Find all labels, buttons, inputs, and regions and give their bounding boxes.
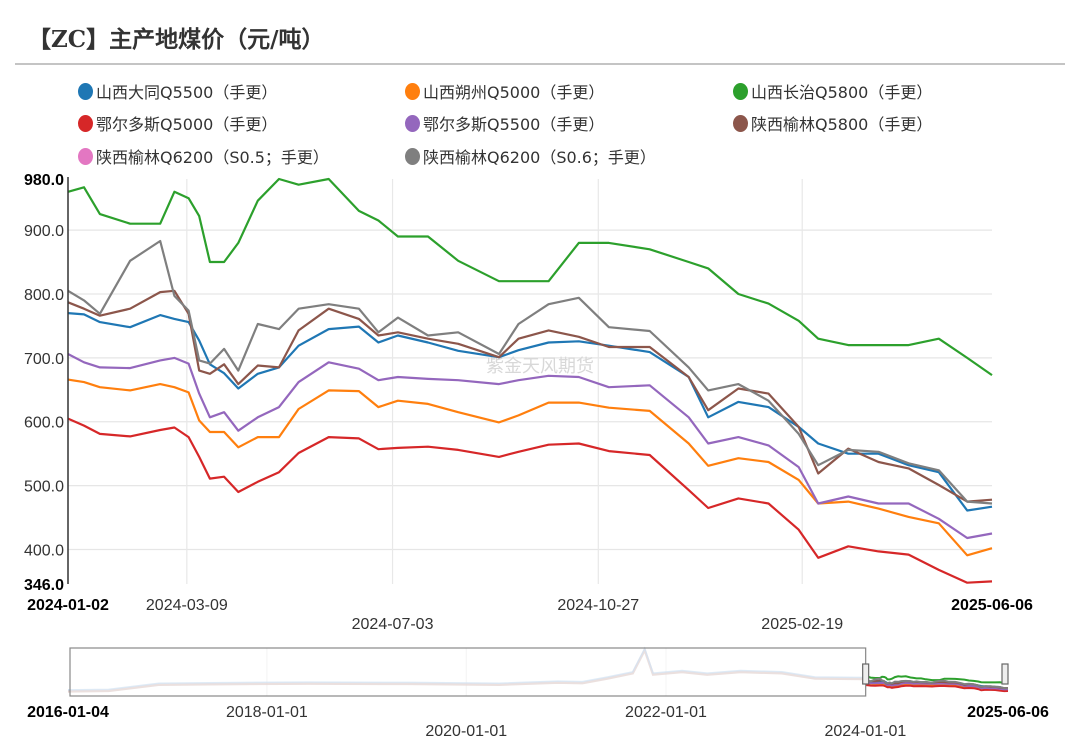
navigator-line xyxy=(67,646,866,691)
navigator-series-line xyxy=(865,675,1009,685)
navigator-handle[interactable] xyxy=(1001,663,1009,685)
legend-item[interactable]: 山西朔州Q5000（手更） xyxy=(405,79,604,103)
y-tick-label: 800.0 xyxy=(24,287,64,304)
legend-item[interactable]: 山西大同Q5500（手更） xyxy=(78,79,277,103)
legend-item[interactable]: 陕西榆林Q6200（S0.6；手更） xyxy=(405,144,656,168)
x-tick-label: 2024-01-02 xyxy=(27,597,109,614)
legend-marker-icon xyxy=(733,82,748,100)
legend-label: 山西朔州Q5000（手更） xyxy=(423,83,605,102)
navigator-handle[interactable] xyxy=(862,663,870,685)
series-lines xyxy=(67,177,993,584)
x-tick-label: 2025-06-06 xyxy=(951,597,1033,614)
navigator-series-line xyxy=(865,677,1009,690)
y-max-label: 980.0 xyxy=(24,172,64,189)
legend-marker-icon xyxy=(78,147,93,165)
legend-marker-icon xyxy=(405,147,420,165)
navigator-unselected-mask xyxy=(69,647,867,697)
watermark: 紫金天风期货 xyxy=(486,356,594,377)
legend-item[interactable]: 陕西榆林Q5800（手更） xyxy=(733,111,932,135)
series-line xyxy=(67,239,993,505)
axes: 400.0 500.0 600.0 700.0 800.0 900.0 980.0 346.0… xyxy=(24,172,1033,633)
navigator: 2016-01-04 2018-01-01 2020-01-01 2022-01-01… xyxy=(27,646,1049,740)
y-tick-label: 400.0 xyxy=(24,543,64,560)
x-tick-label: 2025-02-19 xyxy=(761,616,843,633)
legend-marker-icon xyxy=(78,114,93,132)
navigator-tick-label: 2024-01-01 xyxy=(824,723,906,740)
navigator-tick-label: 2025-06-06 xyxy=(967,704,1049,721)
legend-label: 山西长治Q5800（手更） xyxy=(751,83,933,102)
legend-item[interactable]: 鄂尔多斯Q5500（手更） xyxy=(405,111,604,135)
x-tick-label: 2024-07-03 xyxy=(352,616,434,633)
series-line xyxy=(67,378,993,557)
navigator-tick-label: 2022-01-01 xyxy=(625,704,707,721)
legend-item[interactable]: 鄂尔多斯Q5000（手更） xyxy=(78,111,277,135)
chart-title: 【ZC】主产地煤价（元/吨） xyxy=(28,26,325,53)
legend-item[interactable]: 陕西榆林Q6200（S0.5；手更） xyxy=(78,144,329,168)
series-line xyxy=(67,353,993,540)
navigator-series-line xyxy=(865,681,1009,691)
y-tick-label: 900.0 xyxy=(24,223,64,240)
legend-marker-icon xyxy=(405,114,420,132)
navigator-tick-label: 2018-01-01 xyxy=(226,704,308,721)
legend-label: 陕西榆林Q5800（手更） xyxy=(751,115,933,134)
legend-label: 鄂尔多斯Q5000（手更） xyxy=(96,115,278,134)
navigator-line xyxy=(67,646,866,693)
grid xyxy=(68,179,992,584)
title-divider xyxy=(15,63,1065,65)
legend-label: 山西大同Q5500（手更） xyxy=(96,83,278,102)
legend-item[interactable]: 山西长治Q5800（手更） xyxy=(733,79,932,103)
navigator-tick-label: 2016-01-04 xyxy=(27,704,109,721)
series-line xyxy=(67,417,993,584)
legend-label: 鄂尔多斯Q5500（手更） xyxy=(423,115,605,134)
legend-label: 陕西榆林Q6200（S0.6；手更） xyxy=(423,148,656,167)
y-tick-label: 600.0 xyxy=(24,415,64,432)
series-line xyxy=(67,177,993,377)
legend-marker-icon xyxy=(78,82,93,100)
legend-label: 陕西榆林Q6200（S0.5；手更） xyxy=(96,148,329,167)
legend-marker-icon xyxy=(405,82,420,100)
navigator-tick-label: 2020-01-01 xyxy=(425,723,507,740)
y-tick-label: 700.0 xyxy=(24,351,64,368)
navigator-series-line xyxy=(865,684,1009,693)
y-tick-label: 500.0 xyxy=(24,479,64,496)
x-tick-label: 2024-10-27 xyxy=(557,597,639,614)
x-tick-label: 2024-03-09 xyxy=(146,597,228,614)
y-min-label: 346.0 xyxy=(24,577,64,594)
legend-marker-icon xyxy=(733,114,748,132)
